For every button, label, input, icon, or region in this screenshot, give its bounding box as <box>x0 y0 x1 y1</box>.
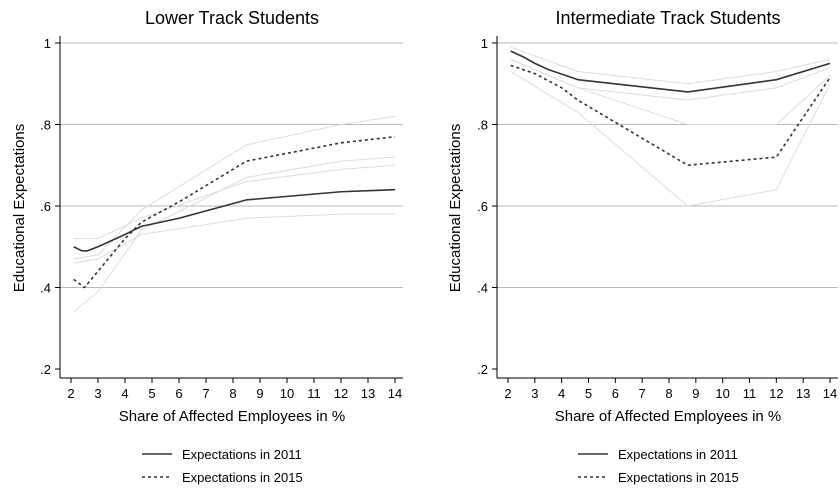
y-tick-label: .6 <box>40 199 51 214</box>
x-tick-label: 10 <box>280 386 294 401</box>
y-tick-label: .2 <box>477 362 488 377</box>
ci-band-upper <box>510 46 831 85</box>
y-tick-label: .4 <box>477 281 488 296</box>
y-tick-label: .2 <box>40 362 51 377</box>
x-tick-label: 9 <box>692 386 699 401</box>
chart-title: Intermediate Track Students <box>555 8 780 28</box>
legend-label-2011: Expectations in 2011 <box>182 447 302 462</box>
legend-label-2011: Expectations in 2011 <box>618 447 738 462</box>
x-tick-label: 10 <box>715 386 729 401</box>
series-line-2011 <box>73 188 396 252</box>
legend-label-2015: Expectations in 2015 <box>618 470 739 485</box>
y-axis-label: Educational Expectations <box>11 124 28 292</box>
x-tick-label: 8 <box>229 386 236 401</box>
x-tick-label: 12 <box>769 386 783 401</box>
ci-band-lower <box>73 213 395 264</box>
chart-panel-intermediate-track: Intermediate Track Students Educational … <box>447 8 838 485</box>
x-tick-label: 5 <box>148 386 155 401</box>
ci-band-upper <box>73 115 396 260</box>
x-tick-label: 8 <box>665 386 672 401</box>
y-tick-label: 1 <box>481 36 488 51</box>
y-tick-label: .8 <box>40 118 51 133</box>
chart-title: Lower Track Students <box>145 8 319 28</box>
ci-band-upper <box>510 58 831 125</box>
series-line-2011 <box>510 50 831 93</box>
x-tick-label: 6 <box>612 386 619 401</box>
x-tick-label: 3 <box>531 386 538 401</box>
x-tick-label: 13 <box>361 386 375 401</box>
ci-band-lower <box>510 71 831 207</box>
series-line-2015 <box>510 64 831 167</box>
x-tick-label: 5 <box>585 386 592 401</box>
x-tick-label: 6 <box>175 386 182 401</box>
legend-label-2015: Expectations in 2015 <box>182 470 303 485</box>
x-tick-label: 12 <box>334 386 348 401</box>
chart-panel-lower-track: Lower Track Students Educational Expecta… <box>11 8 403 485</box>
x-tick-label: 2 <box>504 386 511 401</box>
x-axis-label: Share of Affected Employees in % <box>119 408 346 425</box>
series-line-2015 <box>73 135 396 289</box>
x-tick-label: 9 <box>256 386 263 401</box>
ci-band-lower <box>73 156 396 313</box>
x-tick-label: 13 <box>796 386 810 401</box>
x-tick-label: 14 <box>388 386 402 401</box>
x-tick-label: 4 <box>558 386 565 401</box>
ci-band-upper <box>73 164 396 240</box>
y-tick-label: .6 <box>477 199 488 214</box>
y-tick-label: 1 <box>44 36 51 51</box>
legend: Expectations in 2011 Expectations in 201… <box>578 447 739 485</box>
y-tick-label: .4 <box>40 281 51 296</box>
x-tick-label: 7 <box>639 386 646 401</box>
x-tick-label: 4 <box>121 386 128 401</box>
x-tick-label: 7 <box>202 386 209 401</box>
x-tick-label: 2 <box>67 386 74 401</box>
x-tick-label: 3 <box>94 386 101 401</box>
legend: Expectations in 2011 Expectations in 201… <box>142 447 303 485</box>
x-tick-label: 14 <box>823 386 837 401</box>
x-tick-label: 11 <box>307 386 321 401</box>
y-tick-label: .8 <box>477 118 488 133</box>
y-axis-label: Educational Expectations <box>447 124 464 292</box>
x-tick-label: 11 <box>743 386 757 401</box>
x-axis-label: Share of Affected Employees in % <box>555 408 782 425</box>
